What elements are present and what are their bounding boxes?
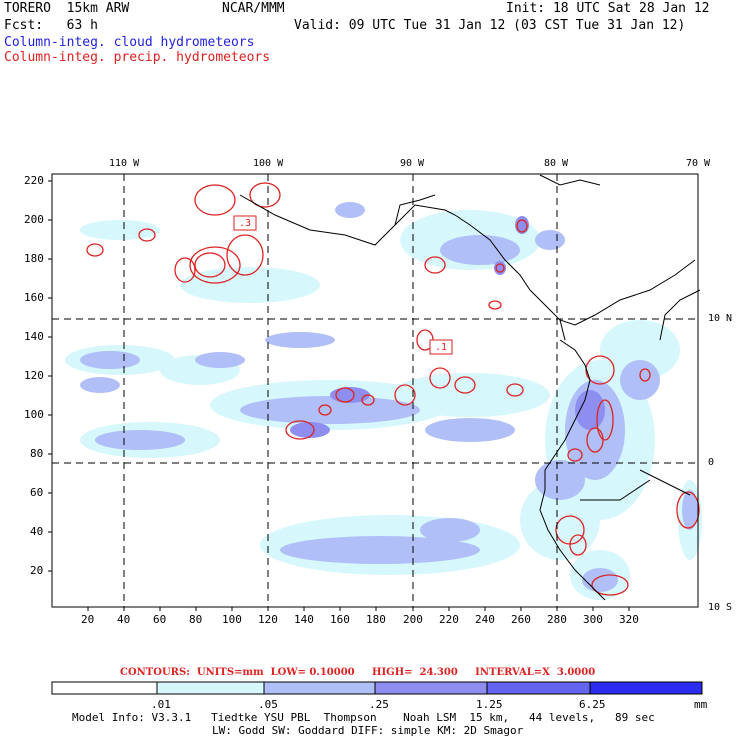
lon-label: 100 W: [253, 158, 284, 169]
x-grid-label: 100: [222, 613, 242, 626]
plot-frame: [51, 173, 699, 608]
x-grid-label: 320: [619, 613, 639, 626]
contour-label-box-1: [233, 215, 257, 231]
x-grid-label: 80: [189, 613, 203, 626]
org-name: NCAR/MMM: [222, 1, 285, 16]
x-grid-label: 260: [511, 613, 531, 626]
lon-label: 90 W: [400, 158, 425, 169]
lon-label: 80 W: [544, 158, 569, 169]
model-name: TORERO 15km ARW: [4, 1, 130, 16]
y-grid-label: 40: [30, 525, 44, 538]
x-grid-label: 280: [547, 613, 567, 626]
lat-label: 0: [708, 457, 715, 468]
latlon-grid: [52, 174, 698, 607]
cloud-shading-medium: [80, 202, 698, 592]
y-grid-label: 100: [24, 408, 44, 421]
colorbar-tick: .05: [258, 698, 278, 711]
forecast-hour: Fcst: 63 h: [4, 18, 98, 33]
valid-time: Valid: 09 UTC Tue 31 Jan 12 (03 CST Tue …: [294, 18, 686, 33]
x-grid-label: 220: [439, 613, 459, 626]
x-grid-label: 20: [81, 613, 95, 626]
precip-contours: [86, 182, 700, 596]
contour-info: CONTOURS: UNITS=mm LOW= 0.10000 HIGH= 24…: [120, 667, 596, 678]
x-grid-label: 140: [294, 613, 314, 626]
y-grid-label: 180: [24, 252, 44, 265]
y-grid-label: 200: [24, 213, 44, 226]
contour-label: .1: [435, 342, 448, 353]
y-grid-label: 120: [24, 369, 44, 382]
colorbar-tick: 6.25: [579, 698, 606, 711]
x-grid-label: 180: [366, 613, 386, 626]
field-cloud-label: Column-integ. cloud hydrometeors: [4, 35, 255, 50]
colorbar-tick: .25: [369, 698, 389, 711]
lat-label: 10 S: [708, 602, 733, 613]
field-precip-label: Column-integ. precip. hydrometeors: [4, 50, 271, 65]
colorbar-unit: mm: [694, 698, 708, 711]
x-grid-label: 160: [330, 613, 350, 626]
y-grid-label: 20: [30, 564, 44, 577]
frame-ticks: [48, 180, 630, 611]
y-grid-label: 160: [24, 291, 44, 304]
lat-label: 10 N: [708, 313, 733, 324]
colorbar-tick: 1.25: [476, 698, 503, 711]
lon-label: 110 W: [109, 158, 140, 169]
model-info-2: LW: Godd SW: Goddard DIFF: simple KM: 2D…: [212, 724, 524, 737]
x-grid-label: 200: [403, 613, 423, 626]
x-grid-label: 120: [258, 613, 278, 626]
y-grid-label: 220: [24, 174, 44, 187]
colorbar-tick: .01: [151, 698, 171, 711]
init-time: Init: 18 UTC Sat 28 Jan 12: [506, 1, 710, 16]
x-grid-label: 60: [153, 613, 167, 626]
lon-label: 70 W: [686, 158, 711, 169]
y-grid-label: 140: [24, 330, 44, 343]
x-grid-label: 40: [117, 613, 131, 626]
y-grid-label: 80: [30, 447, 44, 460]
colorbar: [51, 681, 703, 695]
model-info: Model Info: V3.3.1 Tiedtke YSU PBL Thomp…: [72, 711, 655, 724]
x-grid-label: 300: [583, 613, 603, 626]
contour-label-box-2: [429, 339, 453, 355]
y-grid-label: 60: [30, 486, 44, 499]
x-grid-label: 240: [475, 613, 495, 626]
contour-label: .3: [239, 218, 252, 229]
